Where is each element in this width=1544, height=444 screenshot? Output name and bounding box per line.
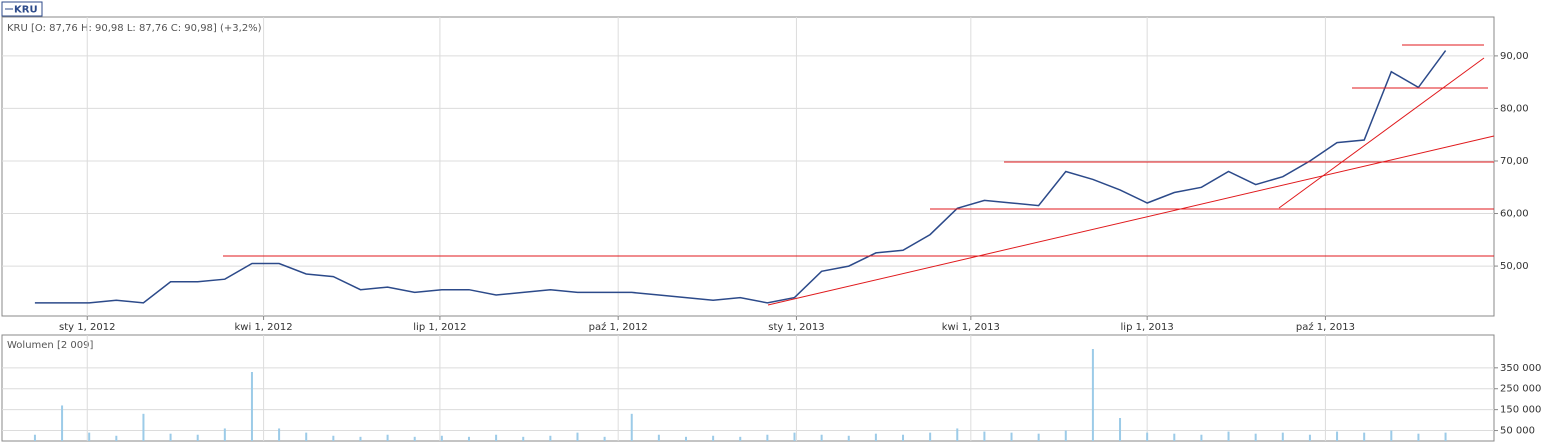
legend-box xyxy=(1,1,43,17)
y-tick-label: 90,00 xyxy=(1500,51,1529,62)
volume-bar xyxy=(386,434,389,441)
volume-panel xyxy=(1,334,1495,442)
volume-bar xyxy=(250,372,253,441)
volume-bar xyxy=(359,436,362,441)
volume-bar xyxy=(61,405,64,441)
x-tick-label: sty 1, 2012 xyxy=(59,322,115,333)
volume-bar xyxy=(1227,431,1230,441)
volume-bar xyxy=(1417,433,1420,441)
volume-bar xyxy=(902,434,905,441)
y-tick-label: 350 000 xyxy=(1500,363,1541,374)
volume-bar xyxy=(1064,430,1067,441)
volume-bar xyxy=(1037,433,1040,441)
volume-bar xyxy=(1146,432,1149,441)
volume-bar xyxy=(1119,418,1122,441)
y-tick-label: 70,00 xyxy=(1500,156,1529,167)
volume-bar xyxy=(88,432,91,441)
volume-bar xyxy=(196,434,199,441)
y-tick-label: 50,00 xyxy=(1500,261,1529,272)
volume-bar xyxy=(603,436,606,441)
legend-label: KRU xyxy=(14,5,38,16)
x-tick-label: sty 1, 2013 xyxy=(768,322,824,333)
volume-bar xyxy=(657,434,660,441)
x-tick-label: paź 1, 2013 xyxy=(1296,321,1355,333)
x-tick-label: kwi 1, 2012 xyxy=(235,322,293,333)
volume-bar xyxy=(332,435,335,441)
volume-bar xyxy=(1444,432,1447,441)
y-tick-label: 60,00 xyxy=(1500,209,1529,220)
volume-bar xyxy=(684,436,687,441)
volume-bar xyxy=(1254,433,1257,441)
volume-bar xyxy=(766,434,769,441)
volume-bar xyxy=(1363,432,1366,441)
price-title: KRU [O: 87,76 H: 90,98 L: 87,76 C: 90,98… xyxy=(7,23,262,34)
volume-bar xyxy=(793,432,796,441)
price-panel xyxy=(1,16,1495,317)
volume-bar xyxy=(169,433,172,441)
volume-bar xyxy=(115,435,118,441)
volume-bar xyxy=(1200,434,1203,441)
volume-bar xyxy=(1281,432,1284,441)
volume-bar xyxy=(522,436,525,441)
volume-bar xyxy=(495,434,498,441)
x-tick-label: lip 1, 2012 xyxy=(413,322,466,333)
volume-bar xyxy=(630,413,633,441)
y-tick-label: 150 000 xyxy=(1500,405,1541,416)
volume-bar xyxy=(1308,434,1311,441)
y-tick-label: 250 000 xyxy=(1500,384,1541,395)
volume-bar xyxy=(1010,432,1013,441)
volume-bar xyxy=(847,435,850,441)
volume-bar xyxy=(549,435,552,441)
trend-line xyxy=(1278,57,1485,209)
volume-bar xyxy=(1173,433,1176,441)
volume-bar xyxy=(1091,349,1094,441)
volume-bar xyxy=(712,435,715,441)
volume-bar xyxy=(820,434,823,441)
price-line xyxy=(34,50,1447,304)
x-tick-label: paź 1, 2012 xyxy=(589,321,648,333)
volume-bar xyxy=(929,432,932,441)
volume-bar xyxy=(983,431,986,441)
volume-bar xyxy=(874,433,877,441)
x-tick-label: kwi 1, 2013 xyxy=(942,322,1000,333)
volume-bar xyxy=(467,436,470,441)
volume-bar xyxy=(413,436,416,441)
volume-bar xyxy=(440,435,443,441)
x-tick-label: lip 1, 2013 xyxy=(1121,322,1174,333)
volume-bar xyxy=(142,413,145,441)
volume-title: Wolumen [2 009] xyxy=(7,340,93,351)
volume-bar xyxy=(576,432,579,441)
trend-lines xyxy=(223,44,1495,306)
y-tick-label: 50 000 xyxy=(1500,426,1535,437)
volume-bar xyxy=(1336,431,1339,441)
volume-bar xyxy=(223,428,226,441)
volume-bar xyxy=(305,432,308,441)
trend-line xyxy=(767,135,1495,306)
volume-bar xyxy=(278,428,281,441)
volume-bar xyxy=(1390,430,1393,441)
volume-bar xyxy=(33,434,36,441)
y-tick-label: 80,00 xyxy=(1500,103,1529,114)
volume-bar xyxy=(739,436,742,441)
volume-bar xyxy=(956,428,959,441)
